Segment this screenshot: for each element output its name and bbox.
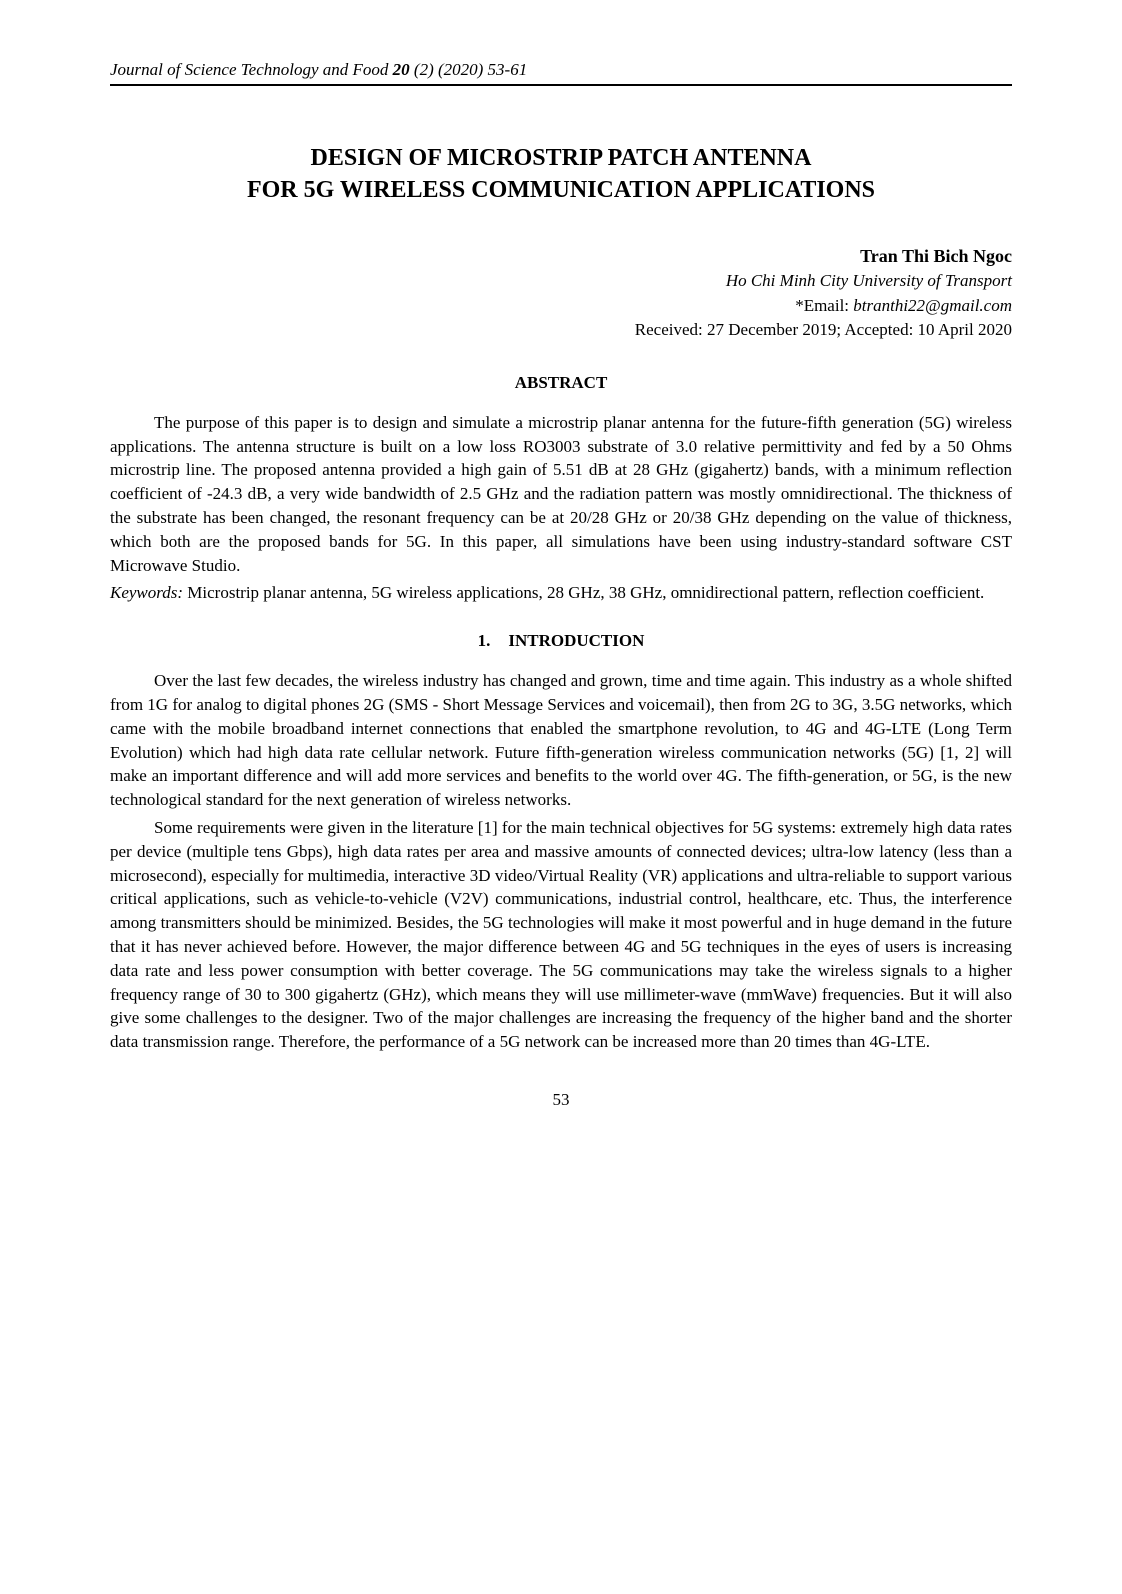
introduction-paragraph-1: Over the last few decades, the wireless …: [110, 669, 1012, 812]
introduction-heading: 1. INTRODUCTION: [110, 631, 1012, 651]
journal-issue-year-pages: (2) (2020) 53-61: [410, 60, 528, 79]
journal-name: Journal of Science Technology and Food: [110, 60, 393, 79]
abstract-heading: ABSTRACT: [110, 373, 1012, 393]
introduction-heading-text: INTRODUCTION: [508, 631, 644, 650]
received-accepted: Received: 27 December 2019; Accepted: 10…: [110, 318, 1012, 343]
journal-volume: 20: [393, 60, 410, 79]
introduction-number: 1.: [478, 631, 491, 651]
author-affiliation: Ho Chi Minh City University of Transport: [110, 269, 1012, 294]
keywords-text: Microstrip planar antenna, 5G wireless a…: [183, 583, 984, 602]
introduction-paragraph-2: Some requirements were given in the lite…: [110, 816, 1012, 1054]
paper-title: DESIGN OF MICROSTRIP PATCH ANTENNA FOR 5…: [110, 142, 1012, 207]
author-block: Tran Thi Bich Ngoc Ho Chi Minh City Univ…: [110, 243, 1012, 343]
abstract-text: The purpose of this paper is to design a…: [110, 411, 1012, 578]
email-label: *Email:: [795, 296, 853, 315]
author-email-line: *Email: btranthi22@gmail.com: [110, 294, 1012, 319]
running-header: Journal of Science Technology and Food 2…: [110, 60, 1012, 86]
page-number: 53: [110, 1090, 1012, 1110]
keywords-label: Keywords:: [110, 583, 183, 602]
author-email: btranthi22@gmail.com: [853, 296, 1012, 315]
keywords-line: Keywords: Microstrip planar antenna, 5G …: [110, 581, 1012, 605]
author-name: Tran Thi Bich Ngoc: [110, 243, 1012, 269]
